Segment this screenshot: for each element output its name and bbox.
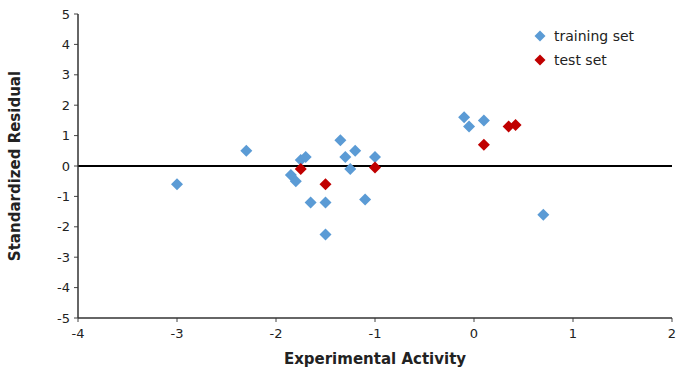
y-axis-line <box>77 14 79 318</box>
point <box>305 196 317 208</box>
point <box>537 209 549 221</box>
y-tick-label: -3 <box>57 250 70 265</box>
y-tick-label: 5 <box>62 7 70 22</box>
y-tick-label: 1 <box>62 128 70 143</box>
x-tick-label: 1 <box>569 326 577 341</box>
x-axis-label: Experimental Activity <box>284 350 466 368</box>
y-ticks: -5 -4 -3 -2 -1 0 1 2 3 4 5 <box>57 7 78 326</box>
y-tick-label: -5 <box>57 311 70 326</box>
legend-marker <box>535 31 546 42</box>
x-tick-label: -4 <box>72 326 85 341</box>
point <box>463 120 475 132</box>
x-tick-label: -3 <box>171 326 184 341</box>
x-tick-label: -1 <box>369 326 382 341</box>
point <box>295 163 307 175</box>
point <box>300 151 312 163</box>
y-tick-label: 4 <box>62 37 70 52</box>
x-ticks: -4 -3 -2 -1 0 1 2 <box>72 318 677 341</box>
point <box>369 162 381 174</box>
y-tick-label: -4 <box>57 280 70 295</box>
point <box>478 114 490 126</box>
legend-label: training set <box>554 28 635 44</box>
y-tick-label: -2 <box>57 219 70 234</box>
x-tick-label: -2 <box>270 326 283 341</box>
chart: -4-3-2-1012-5-4-3-2-1012345Experimental … <box>0 0 692 376</box>
y-axis-label: Standardized Residual <box>6 71 24 261</box>
point <box>320 178 332 190</box>
point <box>320 196 332 208</box>
point <box>339 151 351 163</box>
legend-label: test set <box>554 52 607 68</box>
point <box>478 139 490 151</box>
point <box>334 134 346 146</box>
y-tick-label: 0 <box>62 159 70 174</box>
point <box>240 145 252 157</box>
point <box>344 163 356 175</box>
x-tick-label: 2 <box>668 326 676 341</box>
point <box>359 193 371 205</box>
point <box>290 175 302 187</box>
point <box>510 119 522 131</box>
point <box>320 228 332 240</box>
point <box>369 151 381 163</box>
x-axis-line <box>78 317 672 319</box>
y-tick-label: 2 <box>62 98 70 113</box>
series <box>171 111 549 240</box>
series <box>295 119 522 190</box>
legend: training set test set <box>535 28 635 68</box>
point <box>349 145 361 157</box>
legend-marker <box>535 55 546 66</box>
plot-area <box>78 111 672 240</box>
point <box>171 178 183 190</box>
x-tick-label: 0 <box>470 326 478 341</box>
y-tick-label: -1 <box>57 189 70 204</box>
y-tick-label: 3 <box>62 67 70 82</box>
